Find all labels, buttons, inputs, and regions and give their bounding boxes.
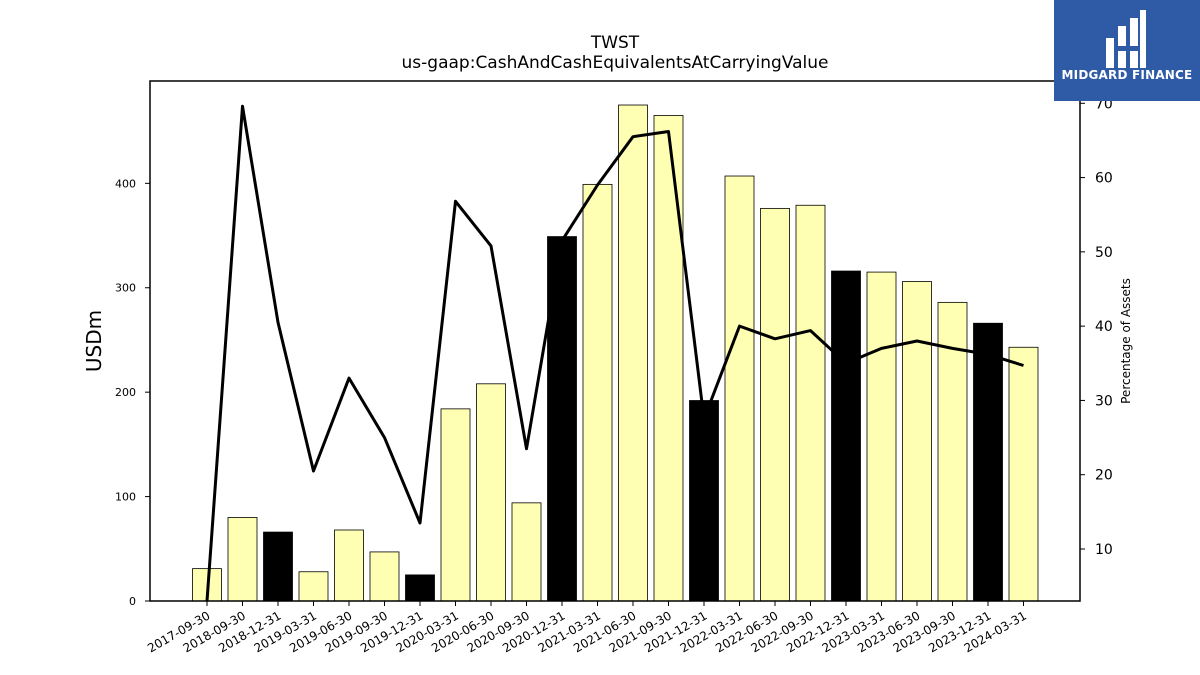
bar xyxy=(866,271,897,602)
y2-axis-label: Percentage of Assets xyxy=(1119,278,1133,404)
bar xyxy=(937,301,968,602)
bar xyxy=(227,517,258,602)
bar xyxy=(582,183,613,602)
chart-title: TWST xyxy=(590,33,640,53)
bar xyxy=(618,104,648,602)
y2-tick-label: 30 xyxy=(1095,393,1113,409)
bar xyxy=(334,529,364,602)
y2-tick-label: 10 xyxy=(1095,542,1113,558)
midgard-logo-icon xyxy=(1106,10,1146,68)
bar xyxy=(1008,346,1039,602)
y2-tick-label: 50 xyxy=(1095,245,1113,261)
bar xyxy=(263,531,293,602)
bar xyxy=(795,204,826,602)
y2-tick-label: 60 xyxy=(1095,171,1113,187)
y2-tick-label: 20 xyxy=(1095,468,1113,484)
plot-frame xyxy=(149,80,1081,602)
y-tick-label: 100 xyxy=(115,491,136,504)
bar xyxy=(476,383,506,602)
bar xyxy=(653,115,684,602)
y-tick-label: 0 xyxy=(129,595,136,608)
bar xyxy=(831,270,861,602)
bar xyxy=(724,175,755,602)
bar xyxy=(760,207,790,602)
y-axis-label: USDm xyxy=(82,310,106,372)
series-line xyxy=(205,104,1024,602)
chart-subtitle: us-gaap:CashAndCashEquivalentsAtCarrying… xyxy=(402,53,829,73)
y-tick-label: 400 xyxy=(115,177,136,190)
brand-logo: MIDGARD FINANCE xyxy=(1054,0,1200,101)
bar xyxy=(369,551,400,602)
logo-text: MIDGARD FINANCE xyxy=(1061,68,1193,82)
y2-tick-label: 40 xyxy=(1095,319,1113,335)
bar xyxy=(511,502,542,602)
bar xyxy=(689,400,719,602)
bar xyxy=(547,236,577,602)
bar xyxy=(902,281,932,602)
y-tick-label: 300 xyxy=(115,282,136,295)
y-tick-label: 200 xyxy=(115,386,136,399)
bar xyxy=(405,574,435,602)
bar xyxy=(298,571,329,602)
bar xyxy=(973,322,1003,602)
bar xyxy=(440,408,471,602)
